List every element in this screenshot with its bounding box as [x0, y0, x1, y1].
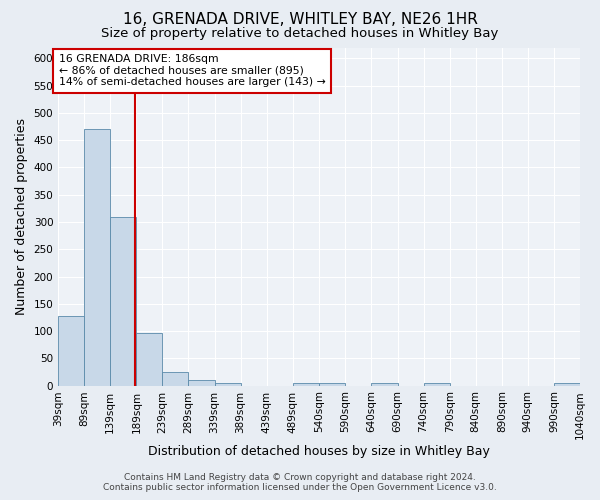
Bar	[84, 130, 110, 386]
Bar	[58, 316, 84, 386]
Bar	[424, 383, 449, 386]
Bar	[215, 383, 241, 386]
Bar	[293, 383, 319, 386]
Bar	[554, 383, 580, 386]
Text: 16, GRENADA DRIVE, WHITLEY BAY, NE26 1HR: 16, GRENADA DRIVE, WHITLEY BAY, NE26 1HR	[122, 12, 478, 28]
Bar	[188, 380, 215, 386]
Bar	[371, 383, 398, 386]
Y-axis label: Number of detached properties: Number of detached properties	[15, 118, 28, 315]
Bar	[319, 383, 346, 386]
Bar	[136, 333, 163, 386]
Text: Size of property relative to detached houses in Whitley Bay: Size of property relative to detached ho…	[101, 28, 499, 40]
Text: Contains HM Land Registry data © Crown copyright and database right 2024.
Contai: Contains HM Land Registry data © Crown c…	[103, 473, 497, 492]
Bar	[163, 372, 188, 386]
Bar	[110, 216, 136, 386]
Text: 16 GRENADA DRIVE: 186sqm
← 86% of detached houses are smaller (895)
14% of semi-: 16 GRENADA DRIVE: 186sqm ← 86% of detach…	[59, 54, 325, 87]
X-axis label: Distribution of detached houses by size in Whitley Bay: Distribution of detached houses by size …	[148, 444, 490, 458]
